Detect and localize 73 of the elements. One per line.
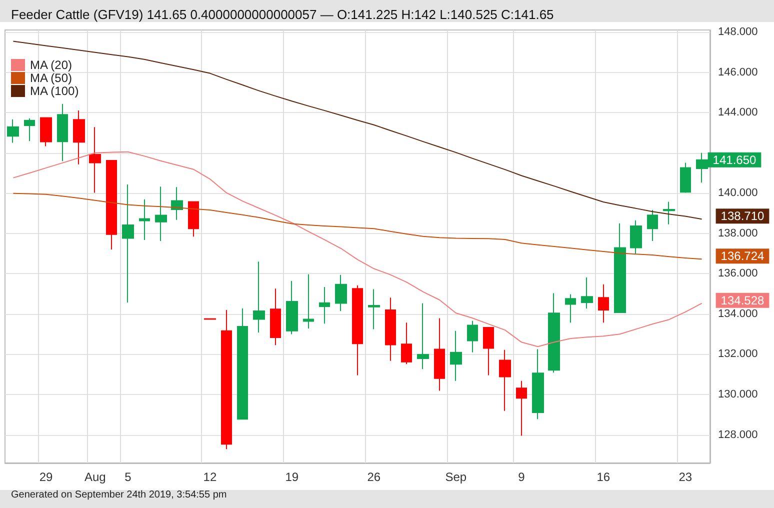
x-tick-label: 26 <box>367 470 381 484</box>
y-tick-label: 132.000 <box>718 348 758 360</box>
x-tick-label: Aug <box>84 470 106 484</box>
x-tick-label: 16 <box>596 470 610 484</box>
chart-title: Feeder Cattle (GFV19) 141.65 0.4000000000000057 — O:141.225 H:142 L:140.525 C:141.65 <box>11 7 554 22</box>
candlestick <box>401 322 412 365</box>
candlestick <box>155 186 167 242</box>
y-tick-label: 134.000 <box>718 308 758 320</box>
y-tick-label: 128.000 <box>718 428 758 441</box>
text: Generated on September 24th 2019, 3:54:55 pm <box>11 490 227 500</box>
x-tick-label: 23 <box>678 470 692 484</box>
candlestick <box>598 284 609 324</box>
candlestick <box>565 294 576 324</box>
candlestick <box>221 309 232 450</box>
line-series <box>12 40 702 220</box>
x-tick-label: 5 <box>124 470 132 484</box>
y-tick-label: 144.000 <box>718 106 758 119</box>
candlestick <box>24 118 35 142</box>
data-label: 136.724 <box>720 249 765 264</box>
y-tick-label: 146.000 <box>718 66 758 78</box>
candlestick <box>680 162 691 194</box>
candlestick <box>499 349 511 412</box>
candlestick <box>237 308 248 420</box>
candlestick <box>319 286 330 324</box>
line-series <box>12 151 702 348</box>
y-tick-label: 130.000 <box>718 388 758 401</box>
candlestick <box>106 160 117 250</box>
x-tick-label: 29 <box>39 470 53 484</box>
candlestick <box>89 126 101 194</box>
candlestick <box>663 201 675 225</box>
x-tick-label: 9 <box>518 470 526 484</box>
legend-label: MA (50) <box>30 71 72 85</box>
candlestick <box>614 222 626 314</box>
candlestick <box>434 318 445 392</box>
candlestick <box>483 326 494 376</box>
candlestick <box>467 320 478 353</box>
x-tick-label: 12 <box>203 470 217 484</box>
legend-label: MA (20) <box>30 58 72 72</box>
candlestick <box>516 380 527 436</box>
candlestick <box>450 330 462 382</box>
candlestick <box>270 288 281 346</box>
candlestick <box>647 210 658 242</box>
legend-label: MA (100) <box>30 84 79 98</box>
candlestick <box>630 220 642 254</box>
candlestick <box>171 186 183 220</box>
candlestick <box>335 274 347 312</box>
data-label: 138.710 <box>720 209 765 224</box>
x-tick-label: 19 <box>285 470 299 484</box>
candlestick <box>368 288 380 330</box>
text: 141.650 <box>712 152 756 167</box>
candlestick <box>581 277 593 310</box>
candlestick <box>188 201 199 238</box>
y-tick-label: 136.000 <box>718 268 758 280</box>
candlestick <box>40 117 52 147</box>
candlestick <box>385 297 396 362</box>
candlestick <box>548 292 560 374</box>
data-label: 134.528 <box>720 293 765 308</box>
candlestick <box>139 198 150 241</box>
candlestick <box>532 348 544 420</box>
line-series <box>12 192 702 260</box>
candlestick <box>122 184 134 303</box>
candlestick <box>286 280 298 335</box>
candlestick <box>57 103 68 162</box>
y-tick-label: 138.000 <box>718 227 758 240</box>
candlestick <box>303 274 314 329</box>
candlestick <box>253 261 265 333</box>
candlestick <box>7 118 19 144</box>
candlestick <box>352 284 363 376</box>
candlestick <box>417 302 429 370</box>
y-tick-label: 148.000 <box>718 26 758 38</box>
x-tick-label: Sep <box>445 470 467 484</box>
candlestick <box>73 110 85 165</box>
y-tick-label: 140.000 <box>718 187 758 200</box>
